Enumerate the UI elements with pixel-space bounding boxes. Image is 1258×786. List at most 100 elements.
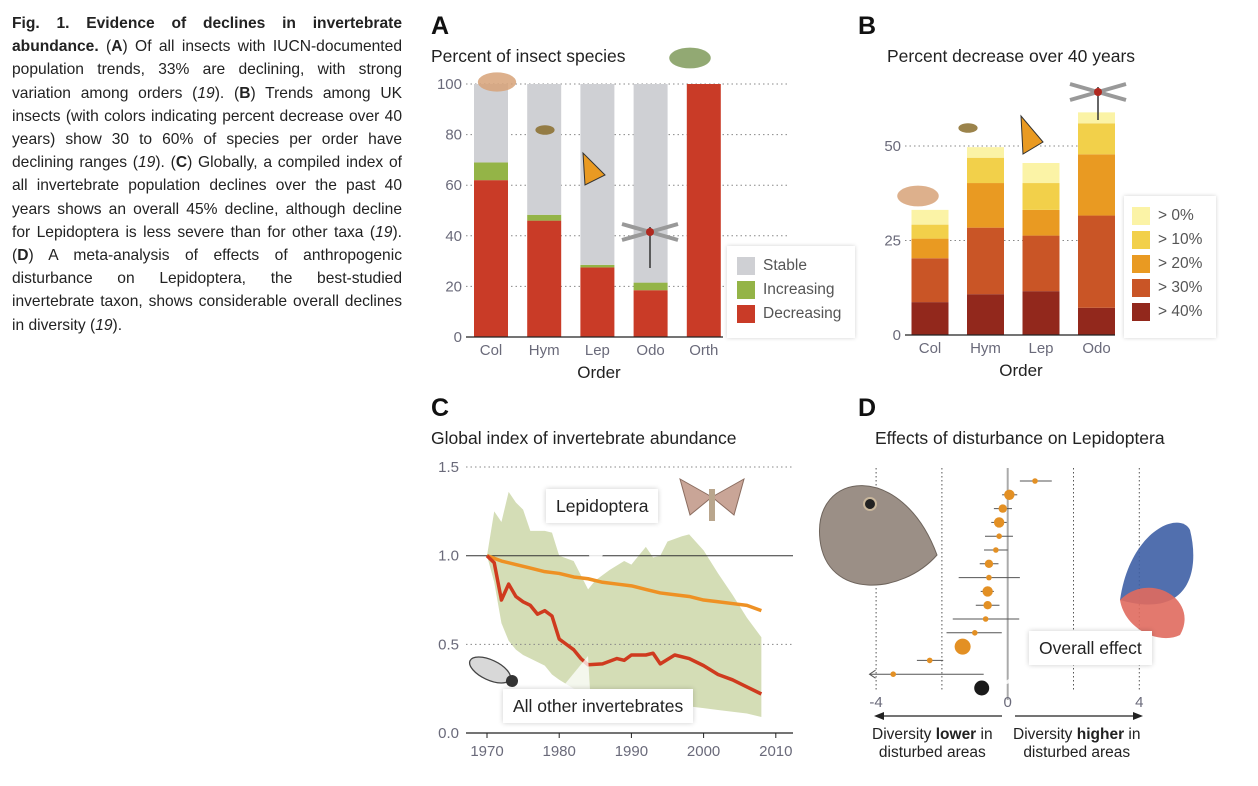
legend-label: Decreasing — [763, 305, 842, 322]
beetle-icon — [477, 72, 517, 92]
label-lower-line2: disturbed areas — [878, 744, 986, 761]
effect-point — [982, 616, 989, 622]
legend-item: Increasing — [737, 278, 855, 302]
legend-swatch — [1132, 279, 1150, 297]
bar-segment-increasing — [633, 282, 668, 291]
effect-point — [1032, 478, 1038, 484]
bar-segment-stable — [474, 84, 508, 163]
y-tick-label: 20 — [445, 278, 462, 295]
x-tick-label: Col — [919, 340, 942, 357]
beetle-icon-body — [477, 72, 517, 92]
study-row — [984, 533, 1013, 539]
legend-swatch — [1132, 207, 1150, 225]
ant-icon-body — [958, 123, 978, 133]
panel-letter-b: B — [858, 12, 877, 40]
thorax — [1094, 88, 1102, 96]
legend-swatch — [1132, 303, 1150, 321]
legend-label: > 10% — [1158, 231, 1203, 248]
panel-a-title: Percent of insect species — [431, 46, 626, 66]
panel-b-chart: 0 25 50 Col Hym Lep Odo Order — [884, 82, 1127, 380]
y-tick-label: 1.0 — [438, 548, 459, 565]
callout-lepidoptera: Lepidoptera — [546, 489, 659, 523]
study-row — [868, 669, 984, 679]
x-tick-label: -4 — [869, 694, 882, 711]
ant-icon — [958, 123, 978, 133]
legend-swatch — [1132, 255, 1150, 273]
study-row — [954, 638, 971, 655]
bar-segment-decreasing — [633, 290, 668, 337]
caption-fig-label: Fig. 1. Evidence of declines in inverteb… — [12, 15, 402, 56]
panel-a-chart: 0 20 40 60 80 100 Col Hym Lep Odo Orth Order — [437, 47, 790, 382]
bar-segment-0 — [967, 147, 1004, 158]
caption-part-a: (A) Of all insects with IUCN-documented … — [12, 38, 402, 102]
x-tick-label: 1980 — [543, 743, 576, 760]
study-row — [1019, 478, 1052, 484]
y-tick-label: 40 — [445, 228, 462, 245]
y-tick-label: 1.5 — [438, 459, 459, 476]
panel-a-legend: Stable Increasing Decreasing — [727, 246, 855, 338]
y-tick-label: 0.0 — [438, 725, 459, 742]
bar-segment-30 — [967, 227, 1004, 295]
effect-point — [993, 547, 999, 553]
bar-segment-20 — [911, 238, 949, 259]
x-tick-label: 1970 — [470, 743, 503, 760]
bar-segment-30 — [911, 258, 949, 303]
arrow-left-icon — [874, 712, 884, 720]
bar-segment-0 — [911, 209, 949, 225]
truncation-arrow-icon — [868, 669, 876, 679]
legend-item: > 40% — [1132, 300, 1216, 324]
effect-point — [1004, 489, 1015, 500]
monarch-butterfly-icon — [582, 151, 606, 186]
x-axis-title: Order — [577, 363, 621, 382]
legend-item: Decreasing — [737, 302, 855, 326]
label-lower-suffix: in — [976, 726, 993, 743]
study-row — [958, 574, 1020, 581]
callout-pointer-lepidoptera — [585, 523, 618, 578]
bar-segment-0 — [1078, 112, 1115, 124]
panel-letter-c: C — [431, 394, 450, 422]
bar-segment-40 — [967, 294, 1004, 335]
study-row — [952, 616, 1020, 622]
x-tick-label: 0 — [1004, 694, 1012, 711]
caption-part-d: (D) A meta-analysis of effects of anthro… — [12, 247, 402, 334]
x-tick-label: 2000 — [687, 743, 720, 760]
wing — [819, 485, 938, 586]
head — [506, 675, 518, 687]
y-tick-label: 60 — [445, 177, 462, 194]
effect-point — [996, 533, 1002, 539]
callout-pointer-invertebrates — [560, 656, 590, 690]
bar-segment-increasing — [580, 264, 615, 268]
hindwing — [1120, 587, 1185, 639]
monarch-butterfly-icon — [1020, 114, 1044, 155]
ant-icon — [535, 125, 555, 135]
caption-part-c: (C) Globally, a compiled index of all in… — [12, 154, 402, 241]
effect-point — [984, 559, 994, 568]
panel-b-legend: > 0% > 10% > 20% > 30% > 40% — [1124, 196, 1216, 338]
beetle-icon-body — [897, 185, 939, 207]
callout-overall-effect: Overall effect — [1029, 631, 1152, 665]
panel-b-title: Percent decrease over 40 years — [887, 46, 1136, 66]
x-tick-label: Col — [480, 342, 503, 359]
legend-label: Increasing — [763, 281, 835, 298]
legend-label: > 30% — [1158, 279, 1203, 296]
label-diversity-lower: Diversity lower in disturbed areas — [872, 726, 993, 762]
thorax — [646, 228, 654, 236]
x-tick-label: 2010 — [759, 743, 792, 760]
bar-segment-40 — [1078, 307, 1115, 335]
legend-item: Stable — [737, 254, 855, 278]
legend-label: > 0% — [1158, 207, 1194, 224]
y-tick-label: 0 — [893, 327, 901, 344]
x-tick-label: Hym — [529, 342, 560, 359]
bar-segment-20 — [1022, 209, 1060, 236]
panel-letter-d: D — [858, 394, 877, 422]
brown-butterfly-icon — [819, 485, 938, 586]
effect-point — [998, 504, 1007, 513]
figure-caption: Fig. 1. Evidence of declines in inverteb… — [12, 12, 402, 337]
panel-letter-a: A — [431, 12, 450, 40]
legend-label: > 40% — [1158, 303, 1203, 320]
legend-label: Stable — [763, 257, 807, 274]
y-tick-label: 50 — [884, 138, 901, 155]
study-row — [1002, 489, 1018, 500]
wing — [1020, 114, 1044, 155]
x-tick-label: Hym — [970, 340, 1001, 357]
